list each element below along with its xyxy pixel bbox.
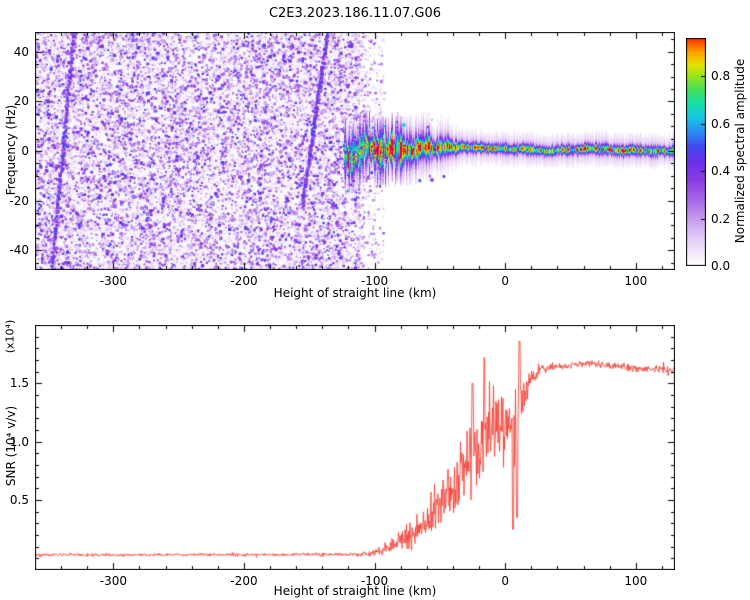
plot-title: C2E3.2023.186.11.07.G06 [268, 6, 442, 21]
top-x-tick-label: 100 [624, 274, 648, 288]
bottom-x-tick-label: -300 [99, 574, 127, 588]
bottom-xaxis-label: Height of straight line (km) [273, 584, 437, 598]
colorbar-tick-label: 0.2 [711, 211, 731, 226]
top-y-tick-label: 20 [13, 94, 29, 109]
snr-line-chart [35, 325, 675, 570]
colorbar [686, 38, 706, 266]
bottom-x-tick-label: 100 [624, 574, 648, 588]
bottom-x-tick-label: 0 [501, 574, 510, 588]
colorbar-tick-label: 0.0 [711, 259, 731, 273]
bottom-y-tick-label: 1.5 [9, 376, 29, 391]
top-yaxis-label: Frequency (Hz) [4, 104, 18, 196]
top-xaxis-label: Height of straight line (km) [273, 286, 437, 300]
spectrogram-heatmap [35, 32, 675, 270]
bottom-y-tick-label: 0.5 [9, 493, 29, 507]
top-x-tick-label: -300 [99, 274, 127, 288]
bottom-x-tick-label: -100 [360, 574, 389, 588]
colorbar-label: Normalized spectral amplitude [733, 58, 747, 244]
top-x-tick-label: -200 [230, 274, 258, 288]
top-y-tick-label: -40 [9, 243, 29, 258]
top-y-tick-label: 0 [21, 144, 29, 158]
top-y-tick-label: -20 [9, 193, 29, 208]
colorbar-tick-label: 0.6 [711, 116, 731, 131]
top-x-tick-label: -100 [360, 274, 389, 288]
y-scale-annotation: (x10⁴) [3, 319, 17, 354]
colorbar-tick-label: 0.4 [711, 164, 731, 178]
bottom-x-tick-label: -200 [230, 574, 258, 588]
bottom-y-tick-label: 1.0 [9, 434, 29, 449]
colorbar-tick-label: 0.8 [711, 69, 731, 83]
top-x-tick-label: 0 [501, 274, 510, 288]
top-y-tick-label: 40 [13, 44, 29, 59]
